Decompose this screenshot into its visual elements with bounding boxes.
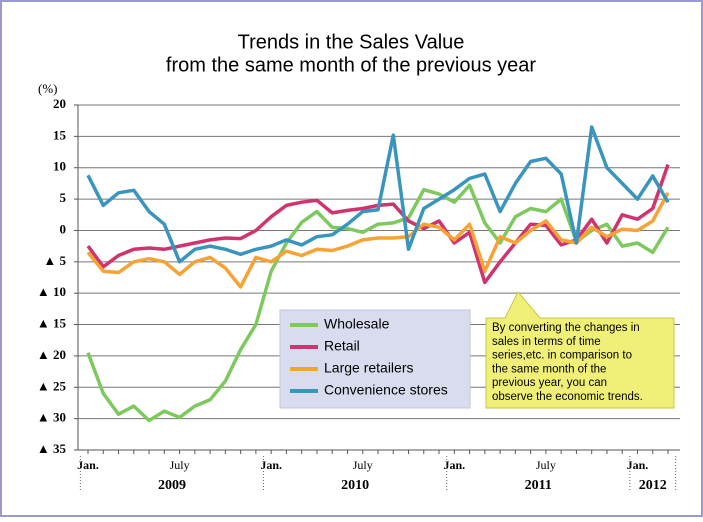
- annotation: the same month of the: [492, 363, 606, 375]
- x-tick-label: Jan.: [627, 458, 649, 472]
- x-tick-label: July: [353, 458, 373, 472]
- annotation: previous year, you can: [492, 377, 607, 389]
- year-label: 2010: [341, 478, 369, 493]
- y-tick-label: ▲ 15: [37, 316, 67, 331]
- y-tick-label: 20: [53, 96, 66, 111]
- legend-label: Large retailers: [324, 360, 414, 376]
- y-tick-label: ▲ 20: [37, 347, 66, 362]
- annotation: By converting the changes in: [492, 322, 640, 334]
- y-tick-label: 15: [53, 127, 67, 142]
- y-tick-label: 5: [60, 190, 67, 205]
- callout: [485, 291, 675, 409]
- x-tick-label: Jan.: [443, 458, 465, 472]
- legend-label: Retail: [324, 338, 360, 354]
- x-tick-label: July: [170, 458, 190, 472]
- y-tick-label: ▲ 35: [37, 441, 67, 456]
- year-label: 2012: [639, 478, 667, 493]
- chart-title: from the same month of the previous year: [166, 54, 537, 76]
- year-label: 2011: [525, 478, 552, 493]
- y-tick-label: ▲ 10: [37, 284, 66, 299]
- x-tick-label: Jan.: [260, 458, 282, 472]
- x-tick-label: Jan.: [77, 458, 99, 472]
- y-tick-label: 0: [60, 221, 67, 236]
- annotation: sales in terms of time: [492, 336, 601, 348]
- series-line: [86, 125, 670, 264]
- y-axis-label: (%): [38, 81, 58, 96]
- chart-title: Trends in the Sales Value: [238, 31, 465, 53]
- annotation: observe the economic trends.: [492, 391, 643, 403]
- series-line: [86, 191, 670, 289]
- y-tick-label: ▲ 5: [43, 253, 66, 268]
- annotation: series,etc. in comparison to: [492, 350, 632, 362]
- y-tick-label: 10: [53, 159, 66, 174]
- y-tick-label: ▲ 25: [37, 378, 67, 393]
- year-label: 2009: [158, 478, 186, 493]
- y-tick-label: ▲ 30: [37, 410, 66, 425]
- legend-label: Wholesale: [324, 316, 390, 332]
- legend-label: Convenience stores: [324, 382, 448, 398]
- x-tick-label: July: [536, 458, 556, 472]
